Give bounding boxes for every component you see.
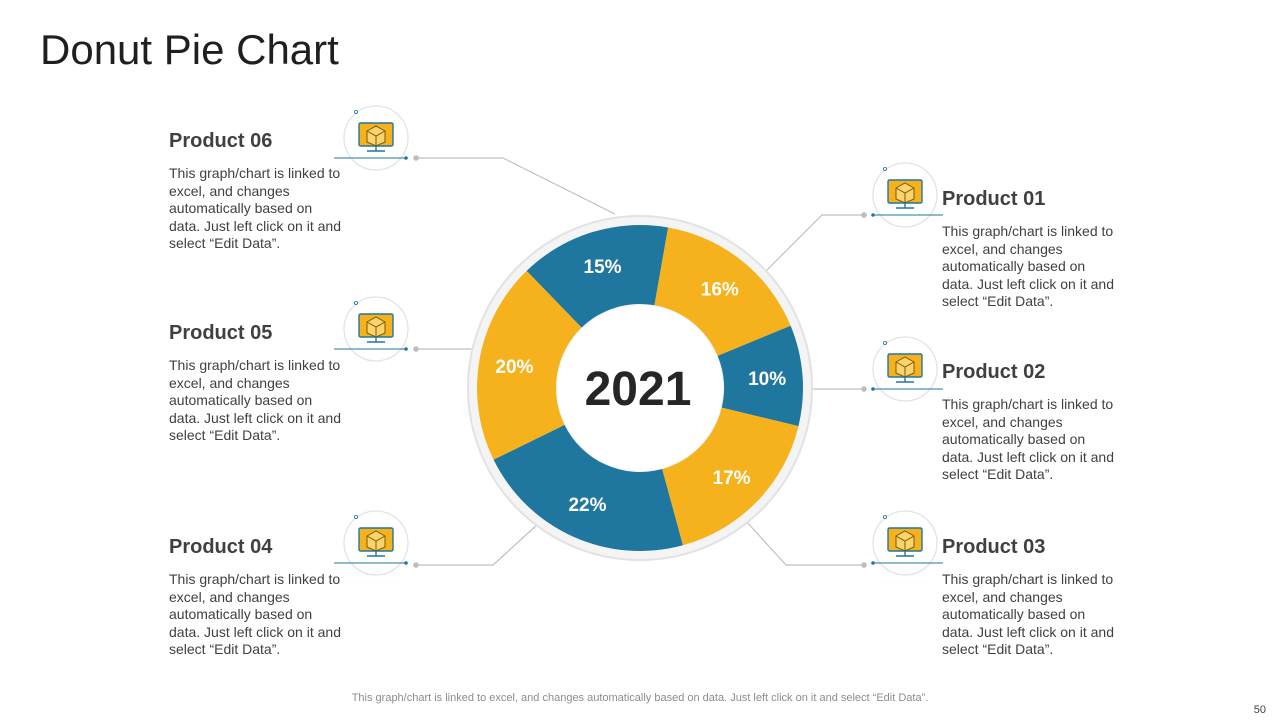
product-06-name: Product 06 (169, 130, 273, 152)
center-year-label: 2021 (585, 363, 692, 416)
product-05-desc: This graph/chart is linked to excel, and… (169, 357, 341, 444)
connector-product-04 (416, 523, 539, 566)
product-02-icon (871, 336, 943, 402)
slice-label-5: 22% (568, 495, 606, 516)
slice-label-6: 20% (495, 357, 533, 378)
product-03-icon (871, 510, 943, 576)
product-05-icon (334, 296, 409, 362)
connector-product-04-dot (413, 562, 419, 568)
product-04-name: Product 04 (169, 536, 273, 558)
footer-note: This graph/chart is linked to excel, and… (351, 692, 929, 704)
product-03-block: Product 03 This graph/chart is linked to… (942, 536, 1117, 659)
connector-product-03 (744, 519, 864, 566)
donut-slice-5 (493, 424, 683, 551)
product-04-icon (334, 510, 409, 576)
product-01-name: Product 01 (942, 188, 1046, 210)
connector-product-01-dot (861, 212, 867, 218)
product-01-desc: This graph/chart is linked to excel, and… (942, 223, 1114, 310)
connector-lines (413, 155, 867, 568)
product-icons (334, 105, 943, 576)
product-05-name: Product 05 (169, 322, 273, 344)
donut-hole (557, 305, 723, 471)
product-06-desc: This graph/chart is linked to excel, and… (169, 165, 341, 252)
donut-slice-1 (526, 225, 669, 328)
connector-product-06 (416, 157, 616, 215)
product-02-desc: This graph/chart is linked to excel, and… (942, 396, 1114, 483)
product-01-block: Product 01 This graph/chart is linked to… (942, 188, 1117, 311)
product-05-block: Product 05 This graph/chart is linked to… (169, 322, 344, 445)
donut-group: 15% 16% 10% 17% 22% 20% 2021 (467, 215, 813, 561)
donut-slice-3 (717, 325, 803, 427)
connector-product-06-dot (413, 155, 419, 161)
product-02-block: Product 02 This graph/chart is linked to… (942, 361, 1117, 484)
product-02-name: Product 02 (942, 361, 1046, 383)
product-04-desc: This graph/chart is linked to excel, and… (169, 571, 341, 658)
product-04-block: Product 04 This graph/chart is linked to… (169, 536, 344, 659)
connector-product-02-dot (861, 386, 867, 392)
connector-product-01 (765, 214, 864, 272)
slice-label-3: 10% (748, 369, 786, 390)
page-title: Donut Pie Chart (40, 26, 339, 73)
donut-slice-4 (662, 407, 799, 546)
donut-slice-2 (654, 227, 791, 356)
product-03-name: Product 03 (942, 536, 1046, 558)
product-06-block: Product 06 This graph/chart is linked to… (169, 130, 344, 253)
slice-label-2: 16% (701, 280, 739, 301)
connector-product-03-dot (861, 562, 867, 568)
slice-label-4: 17% (713, 468, 751, 489)
slice-label-1: 15% (584, 257, 622, 278)
donut-slice-6 (477, 270, 582, 460)
product-06-icon (334, 105, 409, 171)
connector-product-05-dot (413, 346, 419, 352)
product-03-desc: This graph/chart is linked to excel, and… (942, 571, 1114, 658)
product-01-icon (871, 162, 943, 228)
page-number: 50 (1253, 704, 1266, 716)
